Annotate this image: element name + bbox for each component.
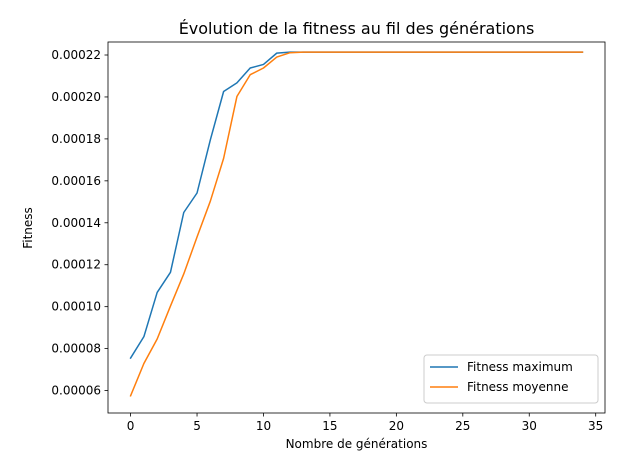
x-tick-label: 0 <box>127 419 135 433</box>
x-tick-label: 5 <box>193 419 201 433</box>
x-tick-label: 35 <box>588 419 603 433</box>
legend-label-2: Fitness moyenne <box>467 380 568 394</box>
y-axis-label: Fitness <box>21 207 35 249</box>
x-axis-label: Nombre de générations <box>286 437 428 451</box>
axes-frame <box>107 41 606 414</box>
legend-label-1: Fitness maximum <box>467 360 573 374</box>
x-tick-label: 15 <box>322 419 337 433</box>
y-tick-label: 0.00008 <box>51 342 101 356</box>
series-line-2 <box>129 51 584 397</box>
x-tick-label: 25 <box>455 419 470 433</box>
y-tick-label: 0.00014 <box>51 216 101 230</box>
x-tick-label: 10 <box>256 419 271 433</box>
y-tick-label: 0.00022 <box>51 48 101 62</box>
chart-title: Évolution de la fitness au fil des génér… <box>179 19 535 38</box>
legend-box <box>423 354 599 404</box>
y-tick-label: 0.00010 <box>51 300 101 314</box>
x-tick-label: 20 <box>389 419 404 433</box>
x-tick-label: 30 <box>522 419 537 433</box>
y-tick-label: 0.00018 <box>51 132 101 146</box>
plot-area: 0 5 10 15 20 25 30 35 0.00006 0.00008 0.00010 0.000… <box>51 41 606 433</box>
y-tick-label: 0.00020 <box>51 90 101 104</box>
y-tick-label: 0.00012 <box>51 258 101 272</box>
y-tick-label: 0.00006 <box>51 384 101 398</box>
y-tick-label: 0.00016 <box>51 174 101 188</box>
